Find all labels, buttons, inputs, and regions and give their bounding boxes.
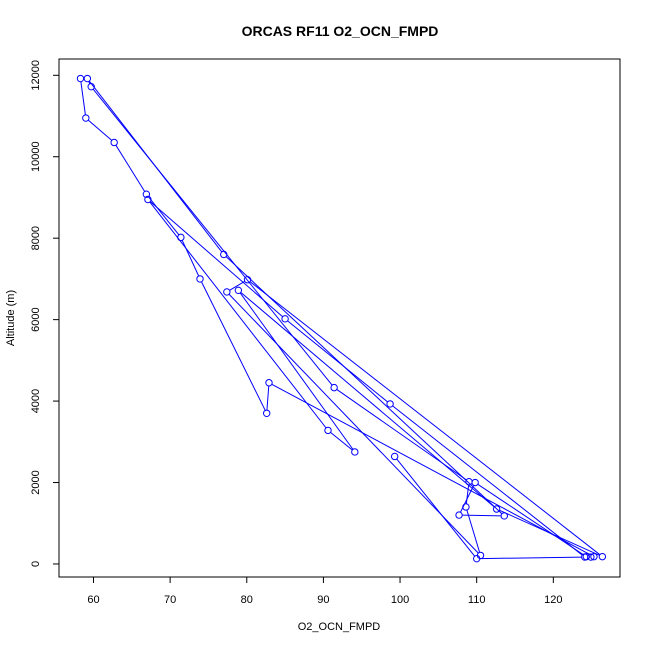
series-segment	[228, 293, 479, 554]
data-point	[386, 400, 394, 408]
data-point	[455, 511, 463, 519]
series-segment	[87, 119, 113, 141]
series-segment	[240, 291, 495, 508]
data-point	[471, 478, 479, 487]
data-point	[590, 552, 598, 561]
x-axis: 60 70 80 90 100 110 120	[87, 576, 563, 606]
series-segment	[499, 509, 600, 556]
series-segment	[396, 458, 476, 557]
chart-title: ORCAS RF11 O2_OCN_FMPD	[242, 23, 439, 39]
data-point	[465, 478, 473, 486]
y-tick-label: 12000	[30, 60, 42, 91]
data-point	[351, 448, 359, 456]
series-segment	[477, 483, 584, 556]
data-point	[262, 409, 271, 417]
data-point	[281, 315, 289, 323]
data-point	[598, 552, 607, 561]
series-segment	[115, 144, 146, 192]
data-point	[492, 505, 501, 513]
series-segment	[249, 281, 601, 556]
y-axis-label: Altitude (m)	[5, 290, 17, 346]
x-axis-label: O2_OCN_FMPD	[298, 621, 381, 633]
series-segment	[466, 509, 481, 553]
y-tick-label: 4000	[30, 389, 42, 413]
x-tick-label: 70	[164, 594, 176, 606]
series-segment	[287, 320, 388, 403]
series-segment	[149, 201, 327, 429]
series-segment	[92, 88, 333, 386]
data-point	[220, 250, 228, 259]
y-tick-label: 10000	[30, 141, 42, 172]
y-tick-label: 2000	[30, 470, 42, 494]
series-segment	[80, 81, 86, 115]
x-tick-label: 90	[317, 594, 329, 606]
series-segment	[149, 201, 283, 318]
data-series	[76, 74, 607, 563]
data-point	[330, 383, 338, 392]
series-segment	[266, 385, 270, 411]
data-point	[462, 503, 470, 511]
series-segment	[330, 432, 353, 451]
series-segment	[200, 281, 266, 411]
data-point	[196, 275, 204, 283]
x-tick-label: 100	[391, 594, 409, 606]
y-tick-label: 0	[30, 561, 42, 567]
data-point	[142, 190, 151, 198]
y-axis: 0 2000 4000 6000 8000 10000 12000	[30, 60, 60, 567]
series-segment	[392, 405, 583, 556]
data-point	[223, 288, 231, 296]
data-point	[76, 74, 85, 83]
x-tick-label: 110	[468, 594, 486, 606]
data-point	[234, 286, 243, 295]
data-point	[144, 195, 152, 204]
x-tick-label: 60	[87, 594, 99, 606]
series-segment	[465, 484, 470, 504]
data-point	[87, 82, 95, 91]
series-segment	[271, 383, 592, 556]
plot-frame	[58, 58, 621, 578]
data-point	[472, 554, 481, 563]
data-point	[177, 233, 185, 242]
x-tick-label: 120	[544, 594, 562, 606]
series-segment	[229, 280, 246, 291]
series-segment	[239, 292, 354, 450]
data-point	[265, 379, 273, 387]
data-point	[83, 74, 92, 83]
y-tick-label: 6000	[30, 307, 42, 331]
x-tick-label: 80	[241, 594, 253, 606]
data-point	[243, 276, 252, 284]
data-point	[82, 114, 90, 122]
series-segment	[479, 556, 582, 560]
data-point	[110, 138, 118, 147]
data-point	[581, 553, 589, 561]
data-point	[500, 512, 508, 520]
series-segment	[147, 196, 180, 236]
series-segment	[181, 240, 200, 277]
data-point	[390, 452, 399, 461]
y-tick-label: 8000	[30, 226, 42, 250]
data-point	[324, 426, 332, 435]
